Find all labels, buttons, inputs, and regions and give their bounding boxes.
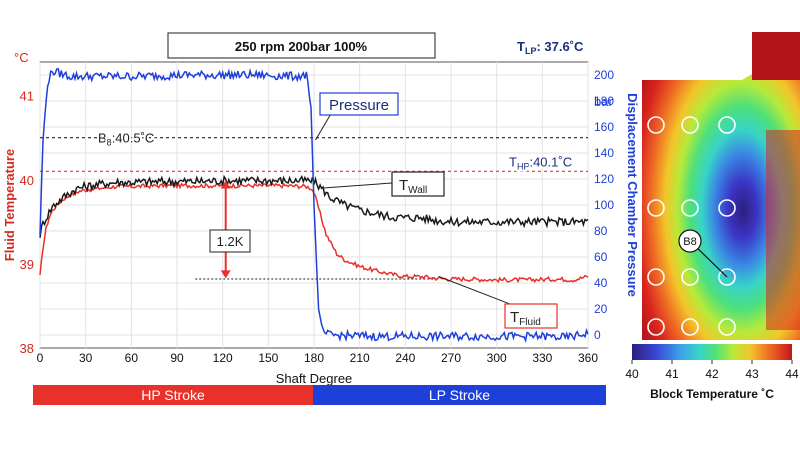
y-right-tick-label: 140 — [594, 146, 614, 160]
chart-title: 250 rpm 200bar 100% — [235, 39, 368, 54]
x-tick-label: 180 — [304, 351, 324, 365]
right-axis-unit: bar — [594, 94, 613, 109]
left-axis-unit: °C — [14, 50, 29, 65]
x-tick-label: 240 — [395, 351, 415, 365]
y-right-tick-label: 180 — [594, 94, 614, 108]
tlp-annotation: TLP: 37.6˚C — [517, 39, 584, 56]
x-tick-label: 30 — [79, 351, 93, 365]
delta-label: 1.2K — [217, 234, 244, 249]
y-left-tick-label: 40 — [20, 173, 34, 188]
pressure-leader-line — [315, 111, 333, 141]
b8-annotation: B8:40.5˚C — [98, 131, 154, 148]
grid — [39, 62, 589, 348]
y-right-tick-label: 200 — [594, 68, 614, 82]
pressure-label-box — [319, 92, 399, 116]
y-right-tick-label: 120 — [594, 172, 614, 186]
lp-stroke-label: LP Stroke — [428, 387, 491, 403]
twall-label: TWall — [399, 177, 427, 196]
x-tick-label: 150 — [258, 351, 278, 365]
y-left-tick-label: 39 — [20, 257, 34, 272]
twall-leader-line — [321, 182, 393, 189]
x-tick-label: 270 — [441, 351, 461, 365]
y-left-tick-label: 38 — [20, 341, 34, 356]
x-tick-label: 0 — [37, 351, 44, 365]
right-axis-label: Displacement Chamber Pressure — [625, 93, 640, 297]
hp-stroke-label: HP Stroke — [141, 387, 205, 403]
delta-arrow-head-up — [220, 180, 231, 189]
x-tick-label: 330 — [532, 351, 552, 365]
x-tick-label: 120 — [213, 351, 233, 365]
x-tick-label: 210 — [350, 351, 370, 365]
twall-label-box — [391, 171, 445, 197]
delta-label-box — [209, 229, 251, 253]
tfluid-label: TFluid — [510, 309, 541, 328]
y-right-tick-label: 100 — [594, 198, 614, 212]
hp-stroke-bar: HP Stroke — [33, 385, 313, 405]
y-right-tick-label: 160 — [594, 120, 614, 134]
y-right-tick-label: 60 — [594, 250, 608, 264]
tfluid-label-box — [504, 303, 558, 329]
left-axis-label: Fluid Temperature — [2, 149, 17, 261]
x-tick-label: 360 — [578, 351, 598, 365]
y-right-tick-label: 40 — [594, 276, 608, 290]
y-right-tick-label: 0 — [594, 328, 601, 342]
y-right-tick-label: 20 — [594, 302, 608, 316]
condition-box — [167, 32, 436, 59]
y-right-tick-label: 80 — [594, 224, 608, 238]
y-left-tick-label: 41 — [20, 89, 34, 104]
series-line-pressure — [39, 68, 589, 343]
x-tick-label: 90 — [170, 351, 184, 365]
tfluid-leader-line — [438, 276, 511, 305]
delta-arrow-head-down — [220, 270, 231, 279]
x-tick-label: 60 — [125, 351, 139, 365]
pressure-label: Pressure — [329, 97, 389, 114]
lp-stroke-bar: LP Stroke — [313, 385, 606, 405]
x-tick-label: 300 — [487, 351, 507, 365]
x-axis-label: Shaft Degree — [276, 371, 353, 386]
thp-annotation: THP:40.1˚C — [509, 154, 572, 171]
